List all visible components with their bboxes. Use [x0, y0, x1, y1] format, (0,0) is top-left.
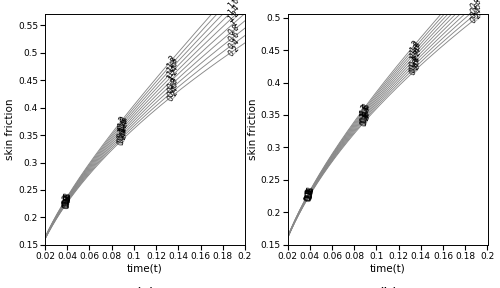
Text: 1.6: 1.6 — [166, 59, 180, 74]
Text: 1: 1 — [304, 190, 314, 197]
Text: 0.2: 0.2 — [116, 132, 129, 146]
Text: 0.6: 0.6 — [166, 80, 180, 95]
Y-axis label: skin friction: skin friction — [5, 99, 15, 160]
Text: 1.8: 1.8 — [166, 55, 180, 70]
Text: 1.4: 1.4 — [116, 119, 129, 133]
Text: 1.4: 1.4 — [408, 45, 422, 60]
Text: 1.2: 1.2 — [226, 9, 241, 24]
Text: 0.8: 0.8 — [469, 0, 484, 11]
Text: 0.2: 0.2 — [304, 189, 315, 202]
Text: 2: 2 — [118, 115, 128, 123]
Text: 1.2: 1.2 — [62, 193, 72, 206]
Text: 0.2: 0.2 — [469, 11, 484, 26]
Text: 0.6: 0.6 — [408, 57, 422, 72]
Text: 2: 2 — [304, 188, 314, 195]
Text: 0.8: 0.8 — [304, 187, 315, 201]
Text: 1.2: 1.2 — [116, 121, 129, 135]
Text: 0.6: 0.6 — [62, 195, 72, 209]
Text: 0.4: 0.4 — [469, 6, 484, 21]
Text: 1.2: 1.2 — [359, 106, 372, 120]
Text: 0.4: 0.4 — [304, 188, 315, 202]
Text: 1.2: 1.2 — [304, 186, 315, 200]
Text: 1.8: 1.8 — [62, 191, 72, 204]
Text: 1: 1 — [410, 54, 420, 63]
Text: 0.6: 0.6 — [359, 110, 372, 125]
Text: 0.4: 0.4 — [166, 84, 180, 99]
Text: 1.2: 1.2 — [166, 68, 180, 82]
Text: 1.2: 1.2 — [408, 48, 422, 63]
Text: 1.4: 1.4 — [62, 192, 72, 206]
Text: 1.4: 1.4 — [166, 63, 180, 78]
Text: 1.2: 1.2 — [469, 0, 484, 1]
Text: 0.6: 0.6 — [469, 1, 484, 16]
Text: 1.8: 1.8 — [226, 0, 241, 3]
Text: 0.2: 0.2 — [166, 88, 180, 103]
Text: 0.4: 0.4 — [359, 112, 372, 127]
Text: 1.6: 1.6 — [359, 103, 372, 117]
Text: 0.6: 0.6 — [304, 188, 315, 201]
Text: 2: 2 — [168, 54, 178, 63]
Text: 0.8: 0.8 — [359, 109, 372, 123]
Text: 0.4: 0.4 — [226, 36, 241, 51]
Text: (a): (a) — [134, 286, 156, 288]
Text: 0.4: 0.4 — [116, 130, 129, 144]
Text: 0.8: 0.8 — [226, 22, 241, 37]
Text: 1.4: 1.4 — [304, 186, 315, 200]
Text: 1.4: 1.4 — [226, 2, 241, 17]
Text: 0.2: 0.2 — [62, 196, 72, 210]
X-axis label: time(t): time(t) — [127, 264, 163, 274]
Text: 1.6: 1.6 — [226, 0, 241, 10]
Text: 1: 1 — [118, 126, 128, 134]
Text: (b): (b) — [376, 286, 398, 288]
Text: 0.2: 0.2 — [226, 43, 241, 58]
Text: 0.8: 0.8 — [166, 76, 180, 91]
Text: 1.6: 1.6 — [116, 116, 129, 131]
Text: 0.8: 0.8 — [408, 54, 422, 69]
Text: 1: 1 — [62, 197, 72, 204]
Text: 2: 2 — [62, 194, 72, 200]
Text: 1: 1 — [229, 18, 238, 28]
Text: 1.8: 1.8 — [304, 185, 315, 198]
X-axis label: time(t): time(t) — [370, 264, 406, 274]
Text: 0.4: 0.4 — [408, 60, 422, 75]
Text: 1: 1 — [168, 75, 178, 84]
Text: 0.2: 0.2 — [408, 62, 422, 77]
Text: 1.8: 1.8 — [116, 114, 129, 128]
Text: 0.8: 0.8 — [116, 125, 129, 140]
Y-axis label: skin friction: skin friction — [248, 99, 258, 160]
Text: 1: 1 — [472, 0, 481, 4]
Text: 1.8: 1.8 — [359, 101, 372, 115]
Text: 0.6: 0.6 — [116, 127, 129, 142]
Text: 0.2: 0.2 — [359, 114, 372, 128]
Text: 1.6: 1.6 — [62, 192, 72, 205]
Text: 1.6: 1.6 — [304, 185, 315, 199]
Text: 2: 2 — [360, 103, 370, 111]
Text: 0.6: 0.6 — [226, 29, 241, 44]
Text: 0.8: 0.8 — [62, 194, 72, 208]
Text: 2: 2 — [410, 39, 420, 48]
Text: 1.8: 1.8 — [408, 39, 422, 54]
Text: 1.6: 1.6 — [408, 42, 422, 57]
Text: 1: 1 — [360, 111, 370, 118]
Text: 1.4: 1.4 — [359, 104, 372, 119]
Text: 0.4: 0.4 — [62, 195, 72, 209]
